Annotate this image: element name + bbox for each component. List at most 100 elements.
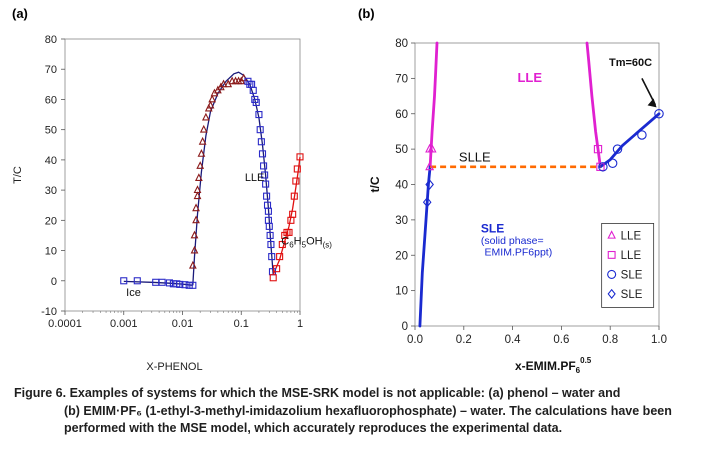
y-tick-label-b: 30 <box>395 215 408 227</box>
annotation-slle: SLLE <box>459 150 491 165</box>
annotation-ice: Ice <box>126 287 141 299</box>
model-curve-b-3 <box>599 112 661 169</box>
model-curve-b-0 <box>428 41 439 169</box>
legend-label-3: SLE <box>621 289 643 301</box>
data-point-a-series-0 <box>133 277 141 285</box>
data-point-b-series-2 <box>607 158 618 169</box>
data-point-a-series-1 <box>208 94 217 103</box>
phenol-label-part: 6 <box>289 241 294 250</box>
data-point-a-series-3 <box>289 210 297 218</box>
chart-b-emim-pf6-water: 0 10 20 30 40 50 60 70 80 0.0 0.2 0.4 0.6 0.8 1.0 t/C x-… <box>368 38 667 373</box>
data-point-b-series-0 <box>425 161 435 171</box>
annotation-tm: Tm=60C <box>609 57 652 69</box>
x-tick-label-b: 0.2 <box>456 334 472 346</box>
panel-a-label: (a) <box>12 6 28 21</box>
plot-frame-a <box>64 38 301 312</box>
model-curve-b-2 <box>418 165 432 328</box>
model-curve-a-1 <box>192 71 274 286</box>
data-point-a-series-2 <box>261 171 269 179</box>
annotation-sle-note-2: EMIM.PF6ppt) <box>485 247 553 259</box>
data-point-b-series-2 <box>598 162 608 172</box>
data-point-a-series-1 <box>206 100 215 109</box>
x-tick-label-b: 0.0 <box>407 334 423 346</box>
data-point-a-series-3 <box>269 274 277 282</box>
x-axis-title-b-part: 0.5 <box>580 356 592 365</box>
data-point-a-series-3 <box>276 253 284 261</box>
x-tick-label-b: 0.4 <box>505 334 522 346</box>
y-tick-label-a: 50 <box>45 125 57 137</box>
y-tick-label-a: 30 <box>45 185 57 197</box>
x-tick-label-a: 0.01 <box>172 318 193 330</box>
data-point-a-series-1 <box>239 73 248 82</box>
data-point-a-series-0 <box>181 281 189 289</box>
y-tick-label-a: 70 <box>45 64 57 76</box>
data-point-a-series-2 <box>249 86 257 94</box>
data-point-a-series-1 <box>196 161 205 169</box>
data-point-a-series-2 <box>260 162 268 170</box>
data-point-a-series-1 <box>199 124 208 133</box>
chart-a-phenol-water: -10 0 10 20 30 40 50 60 70 80 0.0001 0.001 0.01 0.1 1 T… <box>12 34 332 373</box>
phenol-label-part: OH <box>306 236 323 248</box>
data-point-a-series-0 <box>176 280 184 288</box>
data-point-a-series-1 <box>193 185 202 194</box>
legend-box-b <box>601 223 655 308</box>
x-tick-label-b: 0.8 <box>602 334 618 346</box>
data-point-a-series-1 <box>219 79 228 88</box>
x-tick-label-a: 0.001 <box>110 318 138 330</box>
x-tick-label-a: 1 <box>297 318 303 330</box>
y-tick-label-b: 20 <box>395 250 408 262</box>
data-point-a-series-3 <box>296 153 304 161</box>
data-point-a-series-2 <box>264 207 272 215</box>
x-tick-label-a: 0.1 <box>234 318 249 330</box>
data-point-a-series-0 <box>185 281 193 289</box>
data-point-a-series-1 <box>192 203 200 212</box>
data-point-b-series-2 <box>654 109 664 119</box>
data-point-a-series-2 <box>268 253 276 261</box>
data-point-a-series-1 <box>197 149 206 157</box>
annotation-sle-note-1: (solid phase= <box>481 235 544 247</box>
x-tick-label-b: 0.6 <box>553 334 569 346</box>
phenol-label-part: 5 <box>302 241 307 250</box>
y-axis-title-a: T/C <box>12 166 24 184</box>
data-point-a-series-2 <box>263 192 271 200</box>
y-tick-label-a: -10 <box>41 306 57 318</box>
x-axis-title-b: x-EMIM.PF60.5 <box>515 356 592 373</box>
data-point-a-series-0 <box>120 277 128 285</box>
data-point-a-series-2 <box>265 222 273 230</box>
legend-marker-3 <box>607 288 616 299</box>
data-point-b-series-2 <box>637 130 647 140</box>
y-tick-label-a: 80 <box>45 34 57 46</box>
data-point-a-series-1 <box>201 112 210 121</box>
y-tick-label-a: 10 <box>45 246 57 258</box>
y-tick-label-b: 70 <box>395 73 408 85</box>
data-point-a-series-1 <box>193 191 202 200</box>
data-point-a-series-2 <box>266 231 274 239</box>
data-point-a-series-1 <box>198 136 207 145</box>
legend-label-2: SLE <box>621 269 643 281</box>
legend-label-0: LLE <box>621 230 642 242</box>
data-point-a-series-2 <box>255 111 263 119</box>
data-point-a-series-1 <box>188 260 197 269</box>
annotation-lle-b: LLE <box>517 70 542 85</box>
data-point-a-series-3 <box>290 192 298 200</box>
phenol-label-part: C <box>281 236 289 248</box>
data-point-a-series-3 <box>278 240 286 249</box>
annotation-phenol-solid: C6H5OH(s) <box>281 236 332 250</box>
y-tick-label-b: 10 <box>395 286 408 298</box>
x-axis-title-b-part: x-EMIM.PF <box>515 359 576 373</box>
x-tick-label-a: 0.0001 <box>48 318 82 330</box>
data-point-a-series-2 <box>257 138 265 146</box>
annotation-sle: SLE <box>481 221 504 235</box>
model-curve-b-1 <box>585 41 602 169</box>
data-point-a-series-2 <box>258 150 267 158</box>
data-point-b-series-0 <box>427 143 437 153</box>
legend-label-1: LLE <box>621 250 642 262</box>
y-axis-title-b: t/C <box>368 176 382 192</box>
data-point-a-series-1 <box>192 215 200 224</box>
data-point-a-series-2 <box>256 126 264 134</box>
y-tick-label-b: 40 <box>395 180 408 192</box>
data-point-a-series-0 <box>189 281 197 289</box>
data-point-a-series-3 <box>273 265 281 273</box>
data-point-a-series-2 <box>267 240 275 249</box>
legend-marker-1 <box>607 250 616 259</box>
